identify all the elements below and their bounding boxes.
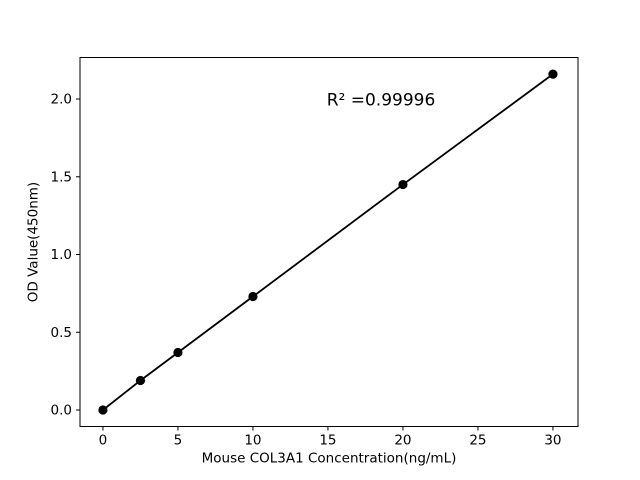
data-point-marker <box>248 291 258 302</box>
data-point-marker <box>135 375 146 386</box>
x-tick-label: 5 <box>174 433 183 449</box>
x-tick-label: 20 <box>394 433 411 449</box>
data-point-marker <box>548 69 558 79</box>
axes-frame <box>79 57 579 427</box>
y-tick-label: 0.5 <box>51 325 72 341</box>
x-axis-label: Mouse COL3A1 Concentration(ng/mL) <box>201 450 457 467</box>
data-point-marker <box>98 405 108 415</box>
data-point-marker <box>398 179 408 190</box>
y-tick-label: 1.5 <box>51 169 72 185</box>
x-tick-label: 30 <box>544 433 561 449</box>
y-axis-label: OD Value(450nm) <box>25 181 42 303</box>
x-tick-label: 10 <box>244 433 261 449</box>
x-tick-label: 0 <box>99 433 108 449</box>
data-point-marker <box>173 347 183 358</box>
y-tick-label: 2.0 <box>51 92 72 108</box>
x-tick-label: 25 <box>469 433 486 449</box>
fit-line <box>102 73 554 411</box>
x-tick-label: 15 <box>319 433 336 449</box>
r-squared-annotation: R² =0.99996 <box>326 90 436 111</box>
y-tick-label: 0.0 <box>51 403 72 419</box>
y-tick-label: 1.0 <box>51 247 72 263</box>
